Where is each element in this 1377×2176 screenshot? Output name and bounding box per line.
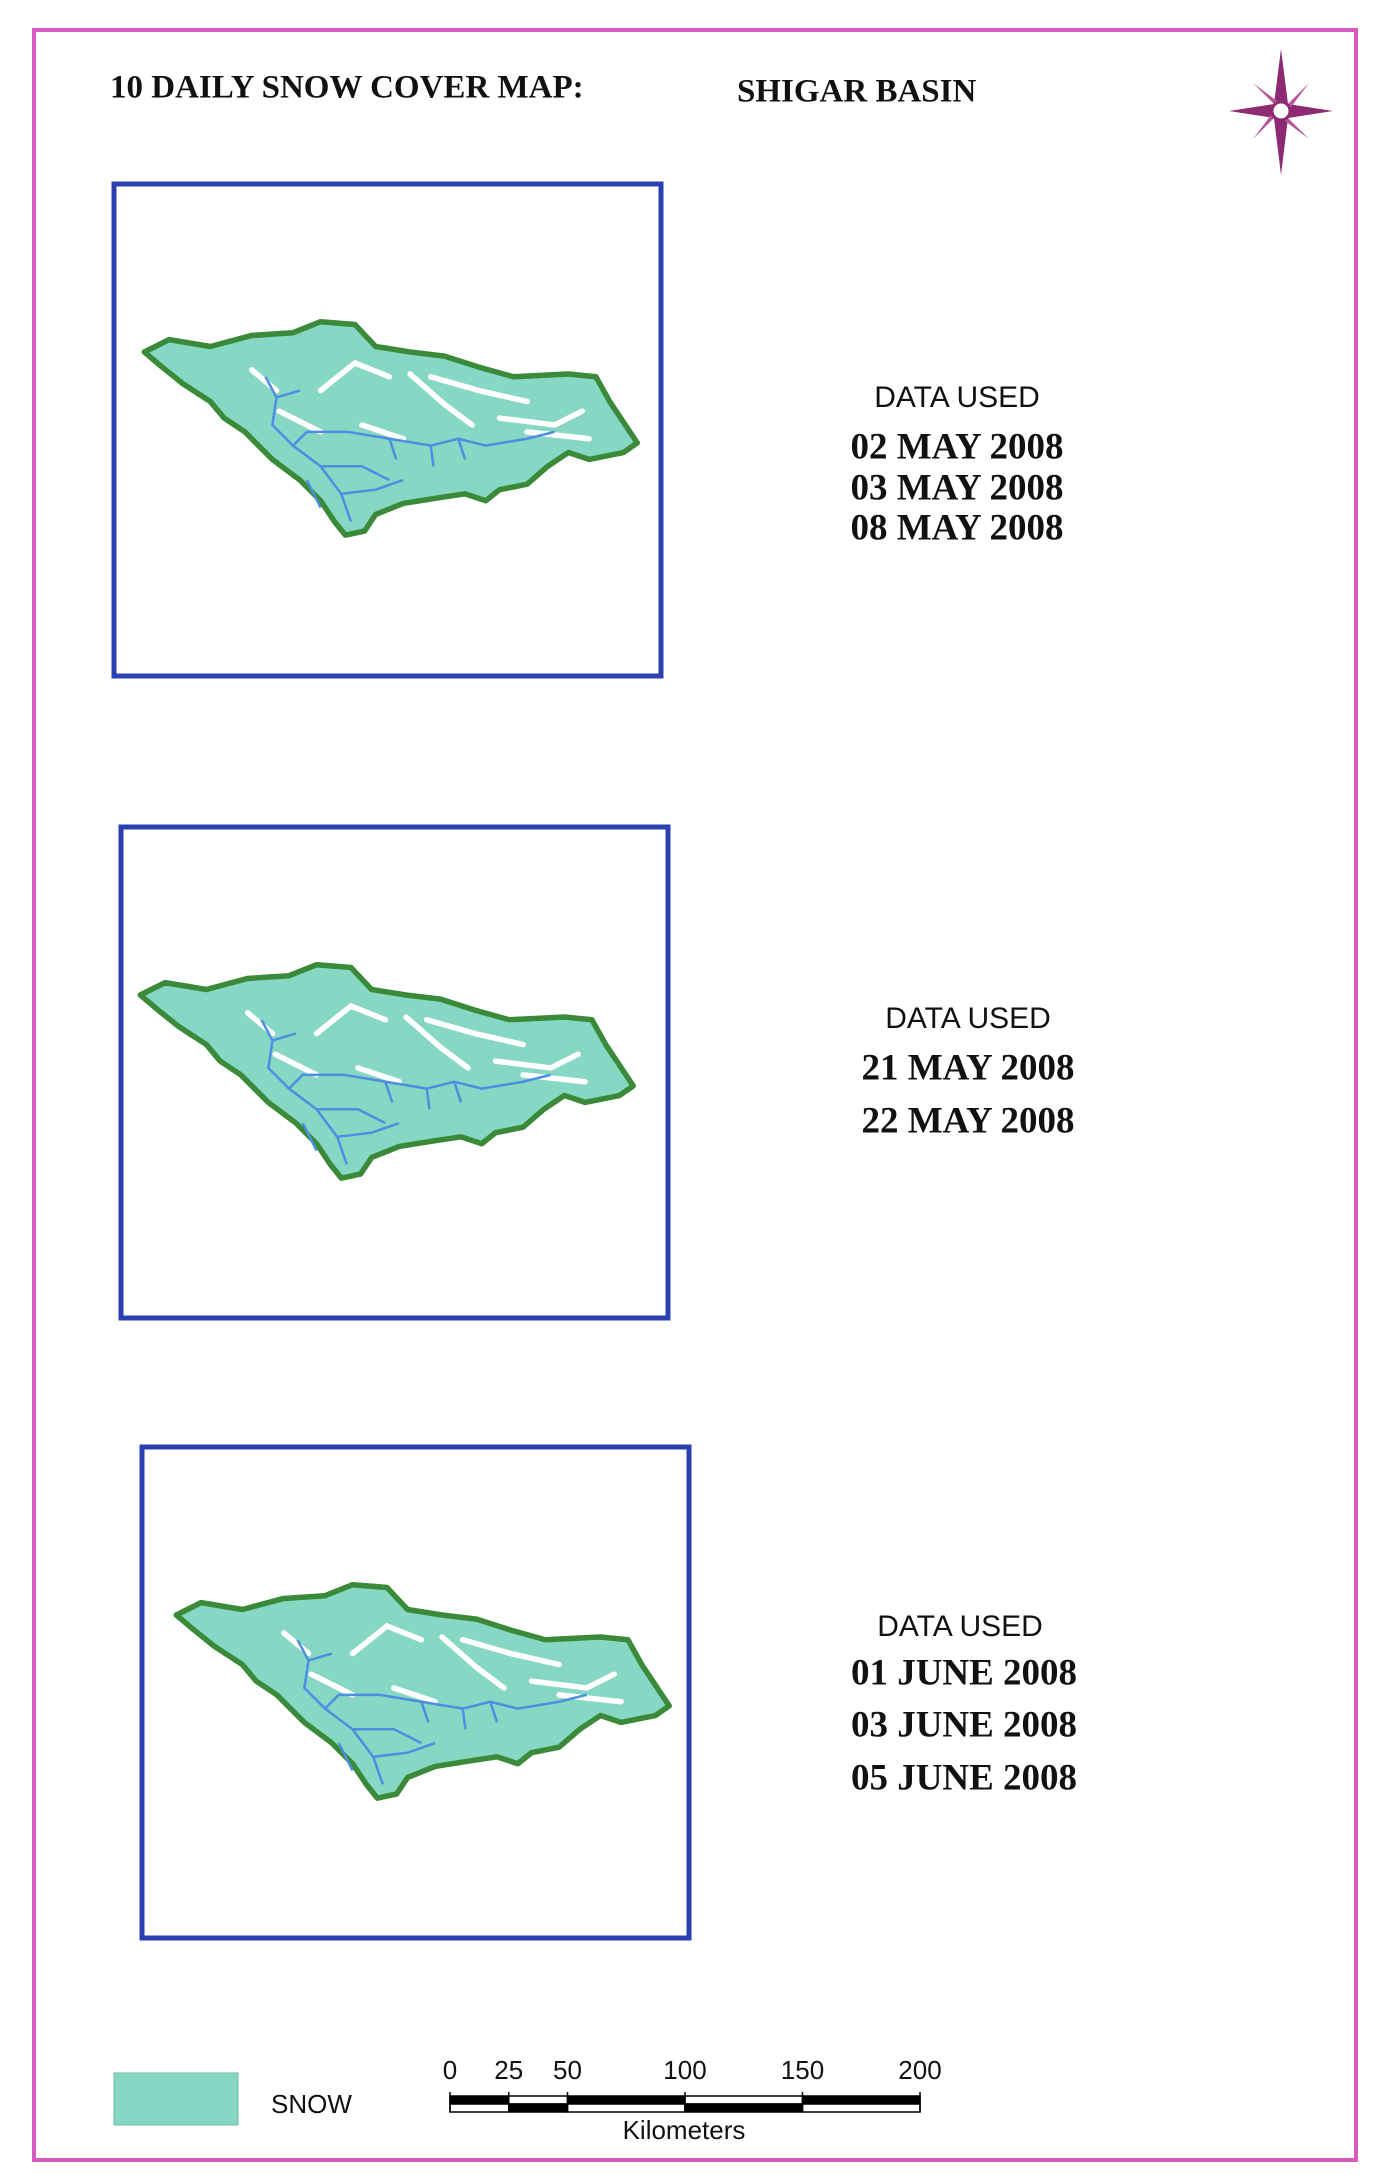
scale-tick-label: 200 <box>898 2055 941 2085</box>
date: 08 MAY 2008 <box>850 507 1063 548</box>
date: 03 JUNE 2008 <box>851 1704 1077 1745</box>
page-border <box>32 28 1358 2162</box>
scale-segment <box>508 2103 569 2113</box>
scale-tick-label: 0 <box>443 2055 457 2085</box>
date: 02 MAY 2008 <box>850 426 1063 467</box>
scale-tick-label: 100 <box>663 2055 706 2085</box>
scale-segment <box>801 2103 921 2113</box>
date: 05 JUNE 2008 <box>851 1757 1077 1798</box>
date: 03 MAY 2008 <box>850 467 1063 508</box>
scale-tick-label: 25 <box>494 2055 523 2085</box>
scale-segment <box>566 2103 686 2113</box>
legend-swatch <box>113 2072 239 2126</box>
scale-segment <box>566 2095 686 2105</box>
date: 21 MAY 2008 <box>861 1047 1074 1088</box>
basin-name: SHIGAR BASIN <box>737 74 976 110</box>
north-arrow <box>1229 49 1333 175</box>
scale-segment <box>684 2095 804 2105</box>
scale-tick-label: 50 <box>553 2055 582 2085</box>
scale-segment <box>508 2095 569 2105</box>
scale-segment <box>449 2095 510 2105</box>
scale-segment <box>684 2103 804 2113</box>
scale-segment <box>801 2095 921 2105</box>
scale-unit: Kilometers <box>623 2115 746 2145</box>
data-heading: DATA USED <box>874 381 1040 414</box>
date: 22 MAY 2008 <box>861 1100 1074 1141</box>
scale-bar: 0 25 50 100 150 200 <box>443 2055 942 2113</box>
date: 01 JUNE 2008 <box>851 1652 1077 1693</box>
data-heading: DATA USED <box>877 1610 1043 1643</box>
data-heading: DATA USED <box>885 1002 1051 1035</box>
map-title: 10 DAILY SNOW COVER MAP: <box>110 70 584 106</box>
scale-segment <box>449 2103 510 2113</box>
scale-tick-label: 150 <box>781 2055 824 2085</box>
legend-label: SNOW <box>271 2089 352 2119</box>
